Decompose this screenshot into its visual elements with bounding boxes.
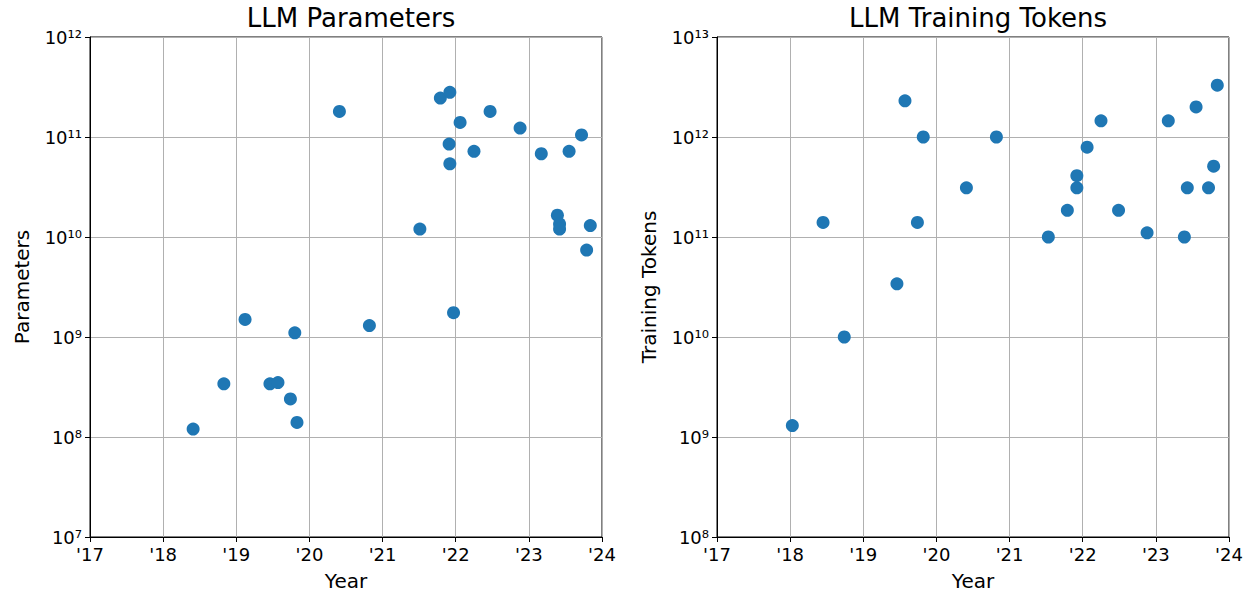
- svg-text:10¹³: 10¹³: [672, 27, 709, 48]
- svg-text:'19: '19: [849, 544, 877, 565]
- svg-text:'17: '17: [76, 544, 104, 565]
- svg-text:'18: '18: [149, 544, 177, 565]
- svg-text:Parameters: Parameters: [10, 230, 34, 344]
- svg-text:'17: '17: [703, 544, 731, 565]
- svg-text:Year: Year: [324, 569, 368, 593]
- svg-text:10¹²: 10¹²: [672, 127, 709, 148]
- svg-text:'20: '20: [295, 544, 323, 565]
- svg-text:10⁷: 10⁷: [51, 526, 82, 548]
- svg-text:10¹¹: 10¹¹: [45, 127, 82, 148]
- svg-text:'21: '21: [996, 544, 1024, 565]
- svg-text:'18: '18: [776, 544, 804, 565]
- svg-text:'19: '19: [222, 544, 250, 565]
- svg-text:Year: Year: [951, 569, 995, 593]
- svg-text:10¹²: 10¹²: [45, 27, 82, 48]
- svg-text:LLM Training Tokens: LLM Training Tokens: [849, 3, 1107, 33]
- svg-text:'22: '22: [1069, 544, 1097, 565]
- svg-text:'24: '24: [1215, 544, 1243, 565]
- svg-text:10⁹: 10⁹: [52, 327, 82, 348]
- svg-text:10¹⁰: 10¹⁰: [672, 327, 709, 348]
- svg-text:'22: '22: [442, 544, 470, 565]
- svg-text:10⁸: 10⁸: [52, 427, 82, 448]
- svg-text:Training Tokens: Training Tokens: [637, 211, 661, 365]
- svg-text:'24: '24: [588, 544, 616, 565]
- svg-text:'20: '20: [922, 544, 950, 565]
- svg-text:LLM Parameters: LLM Parameters: [247, 3, 455, 33]
- svg-text:10¹¹: 10¹¹: [672, 227, 709, 248]
- svg-text:10⁸: 10⁸: [678, 526, 709, 548]
- svg-text:'23: '23: [515, 544, 543, 565]
- svg-text:'23: '23: [1142, 544, 1170, 565]
- svg-text:10⁹: 10⁹: [679, 427, 709, 448]
- svg-text:10¹⁰: 10¹⁰: [45, 227, 82, 248]
- svg-text:'21: '21: [369, 544, 397, 565]
